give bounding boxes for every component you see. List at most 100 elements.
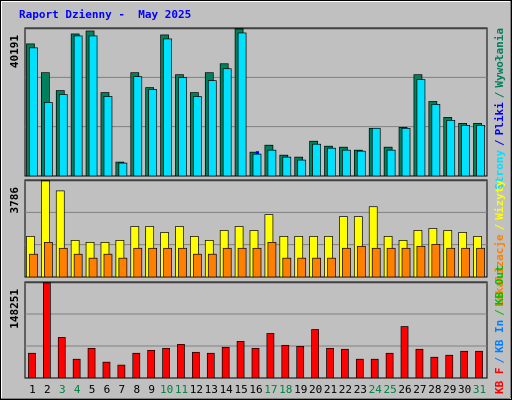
bar [370,358,379,379]
bar [476,124,485,177]
legend-entry: Strony [493,150,506,190]
bar [311,329,319,379]
bar [401,247,411,278]
bar [237,32,247,177]
x-tick-label: 17 [264,383,277,396]
x-tick-label: 22 [339,383,352,396]
bar [476,247,485,278]
x-tick-label: 6 [104,383,111,396]
x-tick-label: 4 [74,383,81,396]
bar [73,35,83,177]
x-tick-label: 8 [133,383,140,396]
bar [356,150,366,177]
bar [237,247,247,278]
bar [103,253,113,278]
bar [44,242,53,278]
bar [102,361,111,379]
bar [312,143,321,177]
bar [297,159,307,177]
legend-separator: / [493,357,506,364]
x-tick-label: 14 [220,383,234,396]
bar [236,341,245,379]
bar [475,350,483,379]
x-tick-label: 24 [369,383,383,396]
legend-entry: KB In [493,320,506,353]
bar [327,257,336,278]
x-tick-label: 11 [175,383,188,396]
bar [177,344,185,379]
x-tick-label: 23 [354,383,367,396]
y-tick-label: 40191 [8,35,21,68]
bar [43,282,51,379]
bar [446,247,456,278]
x-tick-label: 1 [29,383,36,396]
x-tick-label: 26 [398,383,411,396]
bar [431,104,441,177]
bar [267,149,277,177]
bar [355,358,364,379]
bar [326,347,334,379]
x-tick-label: 18 [279,383,292,396]
bar [132,352,141,379]
x-tick-label: 21 [324,383,337,396]
bar [296,345,305,379]
legend: KB F / KB In / KB Out [493,265,506,394]
legend-entry: Pliki [493,102,506,135]
bar [460,350,468,379]
bar [400,326,409,379]
bar [29,253,38,278]
bar [371,127,381,177]
bar [252,247,262,278]
legend-entry: Wywołania [493,28,506,88]
bar [416,245,426,278]
bar [445,354,454,379]
x-tick-label: 29 [443,383,456,396]
x-tick-label: 3 [59,383,66,396]
x-tick-label: 19 [294,383,307,396]
bar [327,147,336,177]
bar [163,247,172,278]
bar [118,257,128,278]
bar [386,247,396,278]
x-tick-label: 15 [234,383,247,396]
legend-separator: / [493,91,506,98]
bar [133,76,143,177]
legend-entry: KB F [493,368,506,395]
bar [312,257,321,278]
bar [72,358,81,379]
bar [282,257,292,278]
y-tick-label: 3786 [8,187,21,214]
bar [178,77,187,177]
bar [162,347,170,379]
x-tick-label: 20 [309,383,322,396]
legend-entry: Wizyty [493,180,506,220]
bar [118,162,128,177]
legend-separator: / [493,139,506,146]
bar [193,253,202,278]
bar [133,247,143,278]
bar [431,243,441,278]
x-tick-label: 28 [428,383,441,396]
bar [415,348,424,379]
bar [267,242,277,278]
bar [148,247,158,278]
x-tick-label: 5 [89,383,96,396]
bar [281,344,290,379]
bar [87,347,96,379]
y-tick-label: 148251 [8,289,21,329]
bar [207,253,217,278]
bar [416,79,426,177]
legend-entry: Lokalizacje [493,234,506,307]
bar [88,257,98,278]
bar [386,149,396,177]
bar [28,352,36,379]
x-tick-label: 12 [190,383,203,396]
bar [29,47,38,177]
bar [73,253,83,278]
bar [57,337,66,379]
legend-entry: KB Out [493,265,506,305]
bar [252,153,262,177]
x-tick-label: 25 [384,383,397,396]
legend: Lokalizacje / Wizyty [493,180,506,308]
